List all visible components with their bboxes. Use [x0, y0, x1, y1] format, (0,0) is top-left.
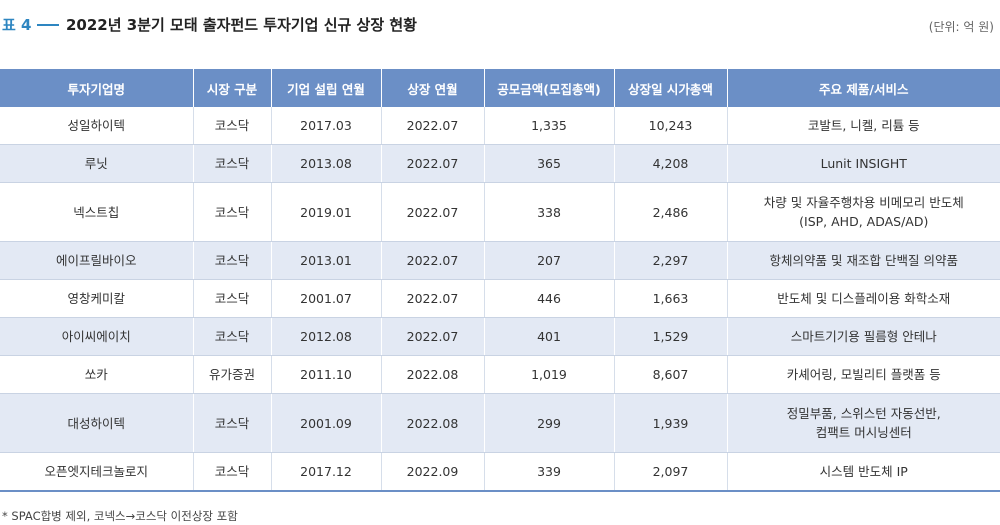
cell-listed: 2022.07	[380, 279, 484, 318]
cell-market: 유가증권	[192, 355, 271, 394]
cell-listed: 2022.09	[380, 452, 484, 492]
cell-company: 쏘카	[0, 355, 193, 394]
header-market-cap: 상장일 시가총액	[613, 69, 727, 107]
unit-note: (단위: 억 원)	[928, 20, 994, 34]
cell-listed: 2022.07	[380, 241, 484, 280]
table-row: 루닛 코스닥 2013.08 2022.07 365 4,208 Lunit INSIGHT	[0, 144, 1000, 183]
cell-products: 스마트기기용 필름형 안테나	[726, 317, 1000, 356]
table-title: 2022년 3분기 모태 출자펀드 투자기업 신규 상장 현황	[66, 16, 417, 34]
table-row: 아이씨에이치 코스닥 2012.08 2022.07 401 1,529 스마트기기용 필름…	[0, 317, 1000, 356]
cell-products: 카셰어링, 모빌리티 플랫폼 등	[726, 355, 1000, 394]
cell-offering: 401	[483, 317, 614, 356]
cell-products: 정밀부품, 스위스턴 자동선반, 컴팩트 머시닝센터	[726, 393, 1000, 453]
header-market: 시장 구분	[192, 69, 271, 107]
cell-company: 오픈엣지테크놀로지	[0, 452, 193, 492]
cell-market: 코스닥	[192, 452, 271, 492]
table-row: 쏘카 유가증권 2011.10 2022.08 1,019 8,607 카셰어링, 모빌리티…	[0, 355, 1000, 394]
cell-founded: 2017.03	[270, 107, 381, 145]
cell-products: 반도체 및 디스플레이용 화학소재	[726, 279, 1000, 318]
table-caption: 표 4 2022년 3분기 모태 출자펀드 투자기업 신규 상장 현황 (단위:…	[0, 12, 1000, 38]
cell-offering: 299	[483, 393, 614, 453]
cell-market: 코스닥	[192, 317, 271, 356]
cell-founded: 2001.09	[270, 393, 381, 453]
cell-listed: 2022.07	[380, 107, 484, 145]
cell-line: 차량 및 자율주행차용 비메모리 반도체	[763, 195, 964, 210]
header-products: 주요 제품/서비스	[726, 69, 1000, 107]
cell-products: 항체의약품 및 재조합 단백질 의약품	[726, 241, 1000, 280]
cell-market-cap: 8,607	[613, 355, 727, 394]
table-row: 대성하이텍 코스닥 2001.09 2022.08 299 1,939 정밀부품, 스위스턴…	[0, 393, 1000, 453]
cell-offering: 1,335	[483, 107, 614, 145]
cell-company: 에이프릴바이오	[0, 241, 193, 280]
cell-market-cap: 2,486	[613, 182, 727, 242]
header-listed: 상장 연월	[380, 69, 484, 107]
cell-listed: 2022.07	[380, 182, 484, 242]
cell-market: 코스닥	[192, 107, 271, 145]
table-row: 성일하이텍 코스닥 2017.03 2022.07 1,335 10,243 코발트, 니켈…	[0, 107, 1000, 145]
cell-offering: 207	[483, 241, 614, 280]
cell-products: 코발트, 니켈, 리튬 등	[726, 107, 1000, 145]
cell-market-cap: 1,663	[613, 279, 727, 318]
cell-line: 컴팩트 머시닝센터	[815, 425, 912, 440]
cell-offering: 339	[483, 452, 614, 492]
table-row: 오픈엣지테크놀로지 코스닥 2017.12 2022.09 339 2,097 시스템 반도…	[0, 452, 1000, 492]
cell-market: 코스닥	[192, 393, 271, 453]
cell-founded: 2001.07	[270, 279, 381, 318]
table-number: 표 4	[2, 16, 32, 34]
cell-founded: 2011.10	[270, 355, 381, 394]
cell-products: 시스템 반도체 IP	[726, 452, 1000, 492]
header-offering: 공모금액(모집총액)	[483, 69, 614, 107]
cell-offering: 365	[483, 144, 614, 183]
cell-market-cap: 10,243	[613, 107, 727, 145]
cell-market-cap: 2,097	[613, 452, 727, 492]
cell-market-cap: 2,297	[613, 241, 727, 280]
cell-products: 차량 및 자율주행차용 비메모리 반도체 (ISP, AHD, ADAS/AD)	[726, 182, 1000, 242]
cell-company: 아이씨에이치	[0, 317, 193, 356]
ipo-status-table: 투자기업명 시장 구분 기업 설립 연월 상장 연월 공모금액(모집총액) 상장…	[0, 69, 1000, 492]
cell-listed: 2022.08	[380, 393, 484, 453]
header-company: 투자기업명	[0, 69, 193, 107]
cell-company: 넥스트칩	[0, 182, 193, 242]
cell-market: 코스닥	[192, 241, 271, 280]
cell-offering: 1,019	[483, 355, 614, 394]
cell-listed: 2022.07	[380, 317, 484, 356]
table-row: 넥스트칩 코스닥 2019.01 2022.07 338 2,486 차량 및 자율주행차용…	[0, 182, 1000, 242]
cell-market-cap: 4,208	[613, 144, 727, 183]
cell-founded: 2019.01	[270, 182, 381, 242]
cell-line: 정밀부품, 스위스턴 자동선반,	[786, 406, 941, 421]
cell-offering: 446	[483, 279, 614, 318]
cell-founded: 2012.08	[270, 317, 381, 356]
cell-company: 성일하이텍	[0, 107, 193, 145]
footnote: * SPAC합병 제외, 코넥스→코스닥 이전상장 포함	[2, 509, 238, 523]
table-header-row: 투자기업명 시장 구분 기업 설립 연월 상장 연월 공모금액(모집총액) 상장…	[0, 69, 1000, 107]
cell-market-cap: 1,529	[613, 317, 727, 356]
cell-offering: 338	[483, 182, 614, 242]
cell-market: 코스닥	[192, 182, 271, 242]
cell-founded: 2017.12	[270, 452, 381, 492]
cell-market: 코스닥	[192, 279, 271, 318]
cell-market: 코스닥	[192, 144, 271, 183]
cell-market-cap: 1,939	[613, 393, 727, 453]
cell-company: 대성하이텍	[0, 393, 193, 453]
cell-line: (ISP, AHD, ADAS/AD)	[799, 214, 929, 229]
cell-listed: 2022.08	[380, 355, 484, 394]
cell-company: 루닛	[0, 144, 193, 183]
table-row: 영창케미칼 코스닥 2001.07 2022.07 446 1,663 반도체 및 디스플레…	[0, 279, 1000, 318]
cell-company: 영창케미칼	[0, 279, 193, 318]
cell-listed: 2022.07	[380, 144, 484, 183]
title-dash-divider	[37, 24, 59, 26]
header-founded: 기업 설립 연월	[270, 69, 381, 107]
table-row: 에이프릴바이오 코스닥 2013.01 2022.07 207 2,297 항체의약품 및 …	[0, 241, 1000, 280]
cell-founded: 2013.01	[270, 241, 381, 280]
cell-products: Lunit INSIGHT	[726, 144, 1000, 183]
cell-founded: 2013.08	[270, 144, 381, 183]
